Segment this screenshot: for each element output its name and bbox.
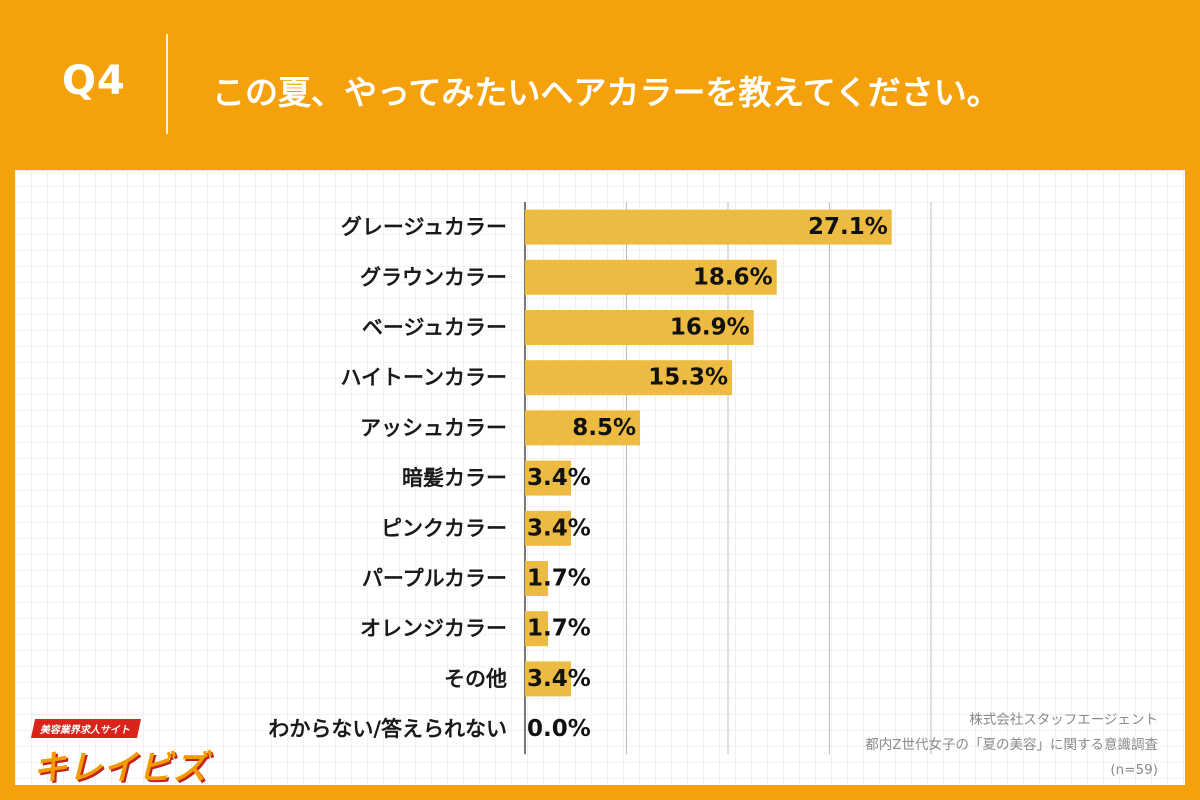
bar — [525, 561, 549, 596]
category-label: ハイトーンカラー — [340, 366, 507, 390]
category-label: パープルカラー — [362, 567, 507, 591]
category-label: 暗髪カラー — [402, 466, 507, 490]
data-label: 3.4% — [527, 465, 591, 491]
header-divider — [166, 34, 168, 134]
category-label: ベージュカラー — [362, 316, 507, 340]
bar — [525, 661, 572, 697]
bar — [525, 611, 549, 647]
category-label: わからない/答えられない — [268, 717, 507, 741]
source-company: 株式会社スタッフエージェント — [969, 712, 1158, 728]
logo-name: キレイビズ — [33, 748, 208, 788]
data-label: 3.4% — [527, 666, 591, 692]
chart-panel: グレージュカラー 27.1% グラウンカラー 18.6% ベージュカラー 16.9% ハイト… — [15, 170, 1185, 785]
source-note: 株式会社スタッフエージェント 都内Z世代女子の「夏の美容」に関する意識調査 (n… — [865, 708, 1158, 783]
category-label: グレージュカラー — [341, 215, 507, 239]
data-label: 0.0% — [527, 716, 591, 742]
data-label: 8.5% — [572, 415, 636, 441]
bar — [525, 360, 733, 396]
bar-chart: グレージュカラー 27.1% グラウンカラー 18.6% ベージュカラー 16.9% ハイト… — [268, 202, 932, 755]
category-label: アッシュカラー — [360, 416, 507, 440]
bar — [525, 460, 572, 496]
data-label: 15.3% — [648, 365, 728, 391]
logo-tagline: 美容業界求人サイト — [30, 719, 142, 738]
bar — [525, 209, 892, 245]
data-label: 1.7% — [527, 616, 591, 642]
bar — [525, 259, 777, 295]
category-label: その他 — [444, 667, 507, 691]
category-label: グラウンカラー — [360, 265, 507, 289]
kireibiz-logo: 美容業界求人サイト キレイビズ — [30, 718, 208, 789]
data-label: 18.6% — [693, 264, 773, 290]
bar — [525, 310, 754, 345]
data-label: 1.7% — [527, 566, 591, 592]
data-label: 27.1% — [808, 214, 888, 240]
data-label: 16.9% — [670, 315, 750, 341]
category-label: オレンジカラー — [360, 617, 507, 641]
category-label: ピンクカラー — [381, 516, 507, 540]
question-number: Q4 — [62, 58, 126, 104]
question-header: Q4 この夏、やってみたいヘアカラーを教えてください。 — [0, 0, 1200, 170]
question-text: この夏、やってみたいヘアカラーを教えてください。 — [212, 73, 1000, 112]
bar — [525, 410, 641, 446]
bar — [525, 510, 572, 546]
data-label: 3.4% — [527, 515, 591, 541]
source-survey: 都内Z世代女子の「夏の美容」に関する意識調査 — [865, 737, 1158, 753]
source-sample: (n=59) — [1110, 762, 1158, 778]
